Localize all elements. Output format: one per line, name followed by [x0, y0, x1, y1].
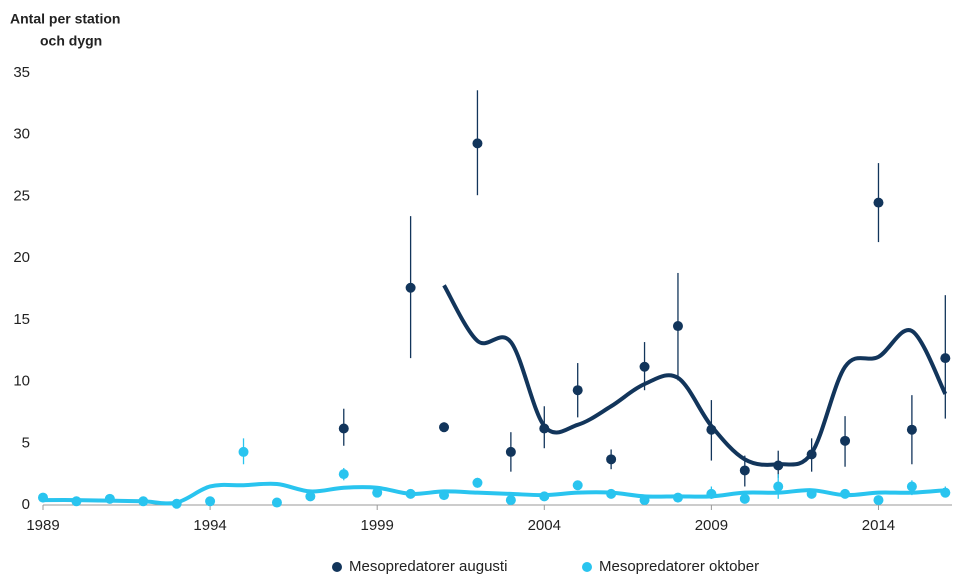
point	[873, 197, 884, 208]
point	[104, 493, 115, 504]
point	[205, 496, 216, 507]
trend-line	[442, 284, 948, 467]
x-tick-label: 2014	[862, 517, 895, 534]
point	[873, 495, 884, 506]
legend-label: Mesopredatorer augusti	[349, 558, 507, 575]
point	[706, 488, 717, 499]
point	[773, 460, 784, 471]
point	[940, 353, 951, 364]
y-tick-label: 30	[13, 126, 30, 143]
point	[806, 488, 817, 499]
point	[71, 496, 82, 507]
point	[672, 321, 683, 332]
point	[739, 465, 750, 476]
point	[338, 423, 349, 434]
point	[906, 481, 917, 492]
x-tick-label: 2004	[528, 517, 561, 534]
point	[639, 495, 650, 506]
point	[840, 435, 851, 446]
point	[572, 385, 583, 396]
point	[439, 490, 450, 501]
point	[539, 423, 550, 434]
point	[439, 422, 450, 433]
point	[405, 488, 416, 499]
y-tick-label: 0	[22, 496, 30, 513]
point	[773, 481, 784, 492]
point	[906, 424, 917, 435]
x-tick-label: 1989	[26, 517, 59, 534]
point	[505, 495, 516, 506]
point	[405, 282, 416, 293]
point	[305, 491, 316, 502]
y-tick-label: 25	[13, 187, 30, 204]
x-tick-label: 1999	[361, 517, 394, 534]
point	[472, 138, 483, 149]
y-tick-label: 35	[13, 64, 30, 81]
point	[271, 497, 282, 508]
point	[338, 469, 349, 480]
point	[372, 487, 383, 498]
y-tick-label: 10	[13, 373, 30, 390]
point	[940, 487, 951, 498]
y-tick-label: 15	[13, 311, 30, 328]
point	[739, 493, 750, 504]
point	[706, 424, 717, 435]
point	[606, 454, 617, 465]
legend-marker	[332, 562, 342, 572]
point	[672, 492, 683, 503]
y-tick-label: 20	[13, 249, 30, 266]
point	[38, 492, 48, 503]
point	[138, 496, 149, 507]
y-tick-label: 5	[22, 434, 30, 451]
point	[238, 446, 249, 457]
point	[505, 446, 516, 457]
point	[840, 488, 851, 499]
point	[639, 361, 650, 372]
y-label: och dygn	[40, 33, 102, 49]
point	[472, 477, 483, 488]
point	[572, 480, 583, 491]
point	[171, 498, 182, 509]
point	[806, 449, 817, 460]
x-tick-label: 2009	[695, 517, 728, 534]
point	[539, 491, 550, 502]
x-tick-label: 1994	[193, 517, 226, 534]
trend-line	[42, 481, 946, 506]
legend-label: Mesopredatorer oktober	[599, 558, 759, 575]
y-label: Antal per station	[10, 11, 120, 27]
point	[606, 488, 617, 499]
legend-marker	[582, 562, 592, 572]
